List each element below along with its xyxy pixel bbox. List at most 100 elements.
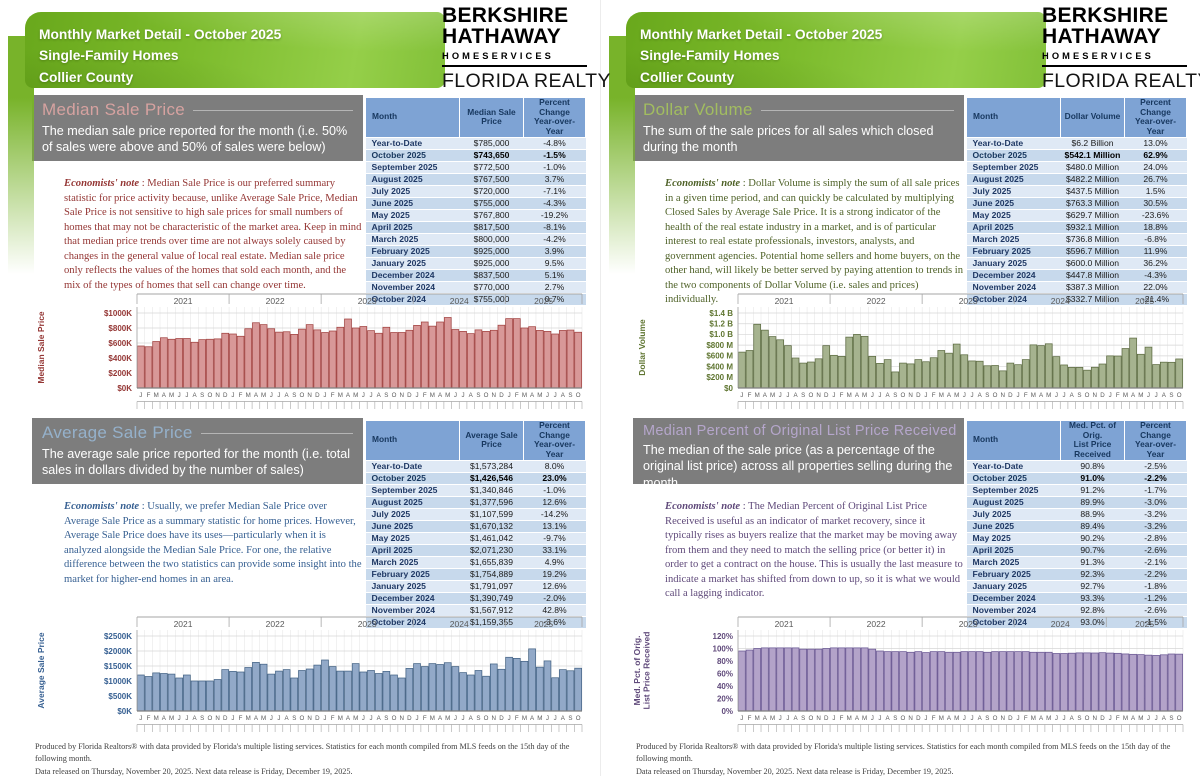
month-tick-label: O (576, 392, 581, 399)
year-label: 2025 (1135, 296, 1154, 306)
bar (397, 677, 406, 712)
month-tick-label: D (315, 392, 320, 399)
pct-change-cell: 22.0% (1124, 281, 1187, 294)
pct-change-cell: -1.2% (1124, 592, 1187, 605)
bar (945, 651, 953, 712)
pct-change-cell: -1.8% (1124, 580, 1187, 593)
bar (420, 321, 429, 389)
table-row: August 2025 $1,377,596 12.6% (365, 496, 586, 509)
month-tick-label: O (392, 392, 397, 399)
month-tick-label: N (816, 392, 820, 399)
bar (282, 669, 291, 712)
month-tick-label: J (369, 392, 372, 399)
month-tick-label: J (779, 392, 782, 399)
brand-florida-realty: FLORIDA REALTY (1042, 69, 1200, 92)
bar (906, 651, 915, 712)
report-county: Collier County (39, 69, 134, 85)
pct-change-cell: 9.5% (523, 257, 586, 270)
month-tick-label: A (886, 715, 891, 722)
month-tick-label: A (254, 715, 259, 722)
value-cell: $6.2 Billion (1060, 137, 1125, 150)
monthly-stats-table: Month Med. Pct. of Orig. List Price Rece… (966, 420, 1187, 629)
pct-change-cell: -2.6% (1124, 544, 1187, 557)
bar (960, 651, 969, 712)
table-row: November 2024 $1,567,912 42.8% (365, 604, 586, 617)
month-tick-label: J (1109, 392, 1112, 399)
footer-release-note: Data released on Thursday, November 20, … (35, 766, 353, 776)
month-tick-label: N (492, 715, 496, 722)
bar (1067, 652, 1076, 712)
value-cell: $720,000 (459, 185, 524, 198)
bar (822, 345, 831, 389)
bar (1175, 358, 1183, 389)
month-tick-label: A (469, 715, 474, 722)
table-row: December 2024 $1,390,749 -2.0% (365, 592, 586, 605)
bar (229, 671, 237, 712)
bar (837, 356, 846, 389)
month-tick-label: A (192, 715, 197, 722)
bar (753, 323, 761, 389)
month-tick-label: M (537, 715, 542, 722)
month-tick-label: A (1070, 392, 1075, 399)
month-tick-label: J (779, 715, 782, 722)
bar (830, 354, 838, 389)
bar (991, 365, 999, 389)
report-property-type: Single-Family Homes (39, 48, 179, 64)
bar (1121, 348, 1130, 389)
y-tick-label: $2000K (104, 647, 132, 656)
report-header-banner: Monthly Market Detail - October 2025 Sin… (626, 12, 1046, 88)
y-tick-label: 60% (717, 669, 733, 678)
table-row: February 2025 $1,754,889 19.2% (365, 568, 586, 581)
value-cell: 93.3% (1060, 592, 1125, 605)
bar (474, 670, 483, 712)
pct-change-cell: -1.7% (1124, 484, 1187, 497)
bar (891, 371, 900, 389)
month-tick-label: S (568, 715, 572, 722)
pct-change-cell: 18.8% (1124, 221, 1187, 234)
value-cell: $387.3 Million (1060, 281, 1125, 294)
y-tick-label: $0K (117, 384, 132, 393)
month-tick-label: M (847, 715, 852, 722)
bar (290, 334, 299, 389)
month-tick-label: S (1169, 715, 1173, 722)
y-tick-label: 100% (713, 644, 733, 653)
bar (998, 651, 1007, 712)
month-tick-label: S (292, 715, 296, 722)
pct-change-cell: 4.9% (523, 556, 586, 569)
bar (1083, 652, 1091, 712)
month-tick-label: S (1169, 392, 1173, 399)
month-tick-label: A (162, 392, 167, 399)
bar (489, 663, 498, 712)
year-label: 2024 (1051, 619, 1070, 629)
month-tick-label: M (169, 715, 174, 722)
y-tick-label: $500K (108, 692, 132, 701)
table-row: December 2024 $837,500 5.1% (365, 269, 586, 282)
y-tick-label: $1.4 B (709, 309, 733, 318)
pct-change-cell: 5.1% (523, 269, 586, 282)
month-tick-label: N (307, 392, 311, 399)
title-underline (193, 110, 353, 111)
bar (975, 360, 984, 389)
bar (183, 674, 191, 712)
table-row: November 2024 $387.3 Million 22.0% (966, 281, 1187, 294)
bar (505, 318, 513, 389)
bar (860, 335, 869, 389)
month-tick-label: F (331, 392, 335, 399)
pct-change-cell: 62.9% (1124, 149, 1187, 162)
month-tick-label: J (546, 392, 549, 399)
month-tick-label: J (1147, 392, 1150, 399)
section-median-pct-original-list-price: Median Percent of Original List Price Re… (601, 418, 1200, 741)
month-cell: February 2025 (966, 568, 1061, 581)
bar (899, 651, 907, 712)
bar (206, 680, 214, 712)
month-column-header: Month (966, 97, 1061, 138)
bar (267, 673, 276, 712)
average-sale-price-chart-svg: $0K $500K $1000K $1500K $2000K $2500K 2021 2022… (36, 616, 583, 732)
bar (761, 647, 769, 712)
bar (1152, 655, 1160, 712)
table-row: October 2024 93.0% -1.5% (966, 616, 1187, 629)
month-tick-label: M (770, 392, 775, 399)
month-tick-label: J (871, 715, 874, 722)
bar (359, 671, 368, 712)
bar (1098, 652, 1107, 712)
